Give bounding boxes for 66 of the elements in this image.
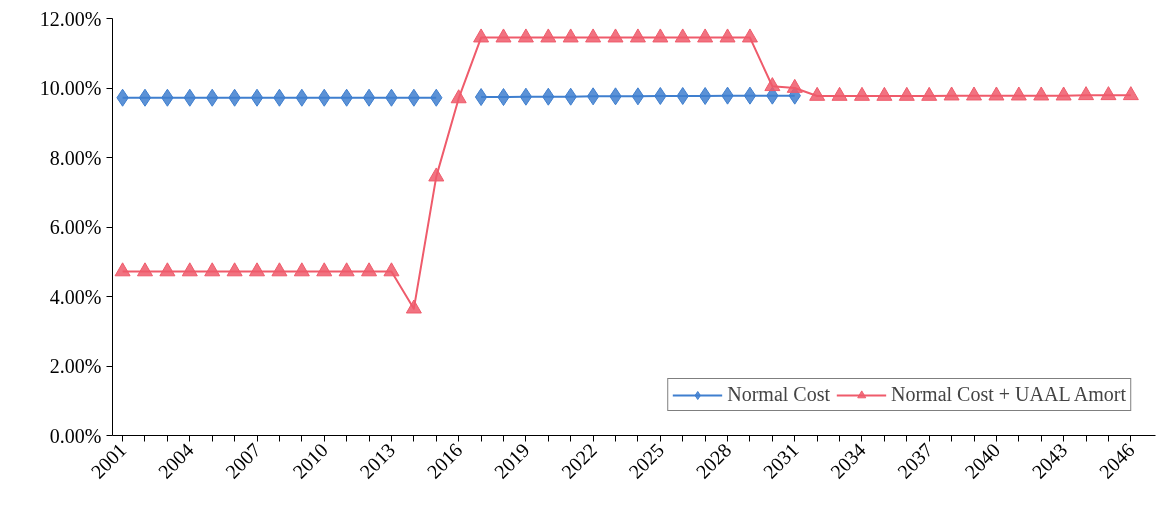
point bbox=[674, 28, 691, 43]
point bbox=[383, 262, 400, 277]
point bbox=[226, 262, 243, 277]
point bbox=[181, 262, 198, 277]
point bbox=[898, 86, 915, 101]
legend-label: Normal Cost + UAAL Amort bbox=[891, 383, 1126, 406]
point bbox=[338, 262, 355, 277]
point bbox=[271, 262, 288, 277]
y-tick-label: 8.00% bbox=[49, 146, 102, 169]
point bbox=[988, 86, 1005, 101]
point bbox=[407, 88, 421, 107]
point bbox=[1055, 86, 1072, 101]
y-tick-label: 2.00% bbox=[49, 355, 102, 377]
point bbox=[362, 88, 376, 107]
point bbox=[831, 86, 848, 101]
point bbox=[361, 262, 378, 277]
point bbox=[540, 28, 557, 43]
point bbox=[517, 28, 534, 43]
point bbox=[697, 28, 714, 43]
y-tick-label: 6.00% bbox=[49, 216, 102, 238]
point bbox=[495, 28, 512, 43]
point bbox=[586, 87, 600, 106]
point bbox=[138, 88, 152, 107]
point bbox=[562, 28, 579, 43]
point bbox=[250, 88, 264, 107]
point bbox=[473, 28, 490, 43]
point bbox=[249, 262, 266, 277]
point bbox=[585, 28, 602, 43]
point bbox=[114, 262, 131, 277]
point bbox=[652, 28, 669, 43]
point bbox=[921, 86, 938, 101]
point bbox=[809, 86, 826, 101]
point bbox=[428, 167, 445, 182]
point bbox=[519, 87, 533, 106]
point bbox=[786, 78, 803, 93]
point bbox=[943, 86, 960, 101]
x-tick-label: 2031 bbox=[758, 438, 803, 483]
point bbox=[698, 86, 712, 105]
point bbox=[1078, 86, 1095, 101]
y-tick-label: 12.00% bbox=[39, 7, 102, 30]
y-tick-label: 4.00% bbox=[49, 285, 102, 308]
y-tick-label: 0.00% bbox=[49, 424, 102, 447]
point bbox=[631, 87, 645, 106]
point bbox=[853, 86, 870, 101]
point bbox=[293, 262, 310, 277]
point bbox=[764, 77, 781, 92]
point bbox=[743, 86, 757, 105]
point bbox=[876, 86, 893, 101]
point bbox=[204, 262, 221, 277]
point bbox=[1122, 86, 1139, 101]
point bbox=[966, 86, 983, 101]
point bbox=[1100, 86, 1117, 101]
y-tick-label: 10.00% bbox=[39, 77, 102, 99]
point bbox=[316, 262, 333, 277]
point bbox=[1010, 86, 1027, 101]
point bbox=[136, 262, 153, 277]
point bbox=[159, 262, 176, 277]
point bbox=[405, 299, 422, 314]
point bbox=[719, 28, 736, 43]
point bbox=[450, 89, 467, 104]
point bbox=[607, 28, 624, 43]
point bbox=[629, 28, 646, 43]
point bbox=[1033, 86, 1050, 101]
point bbox=[474, 88, 488, 107]
point bbox=[741, 28, 758, 43]
legend-label: Normal Cost bbox=[727, 383, 831, 406]
